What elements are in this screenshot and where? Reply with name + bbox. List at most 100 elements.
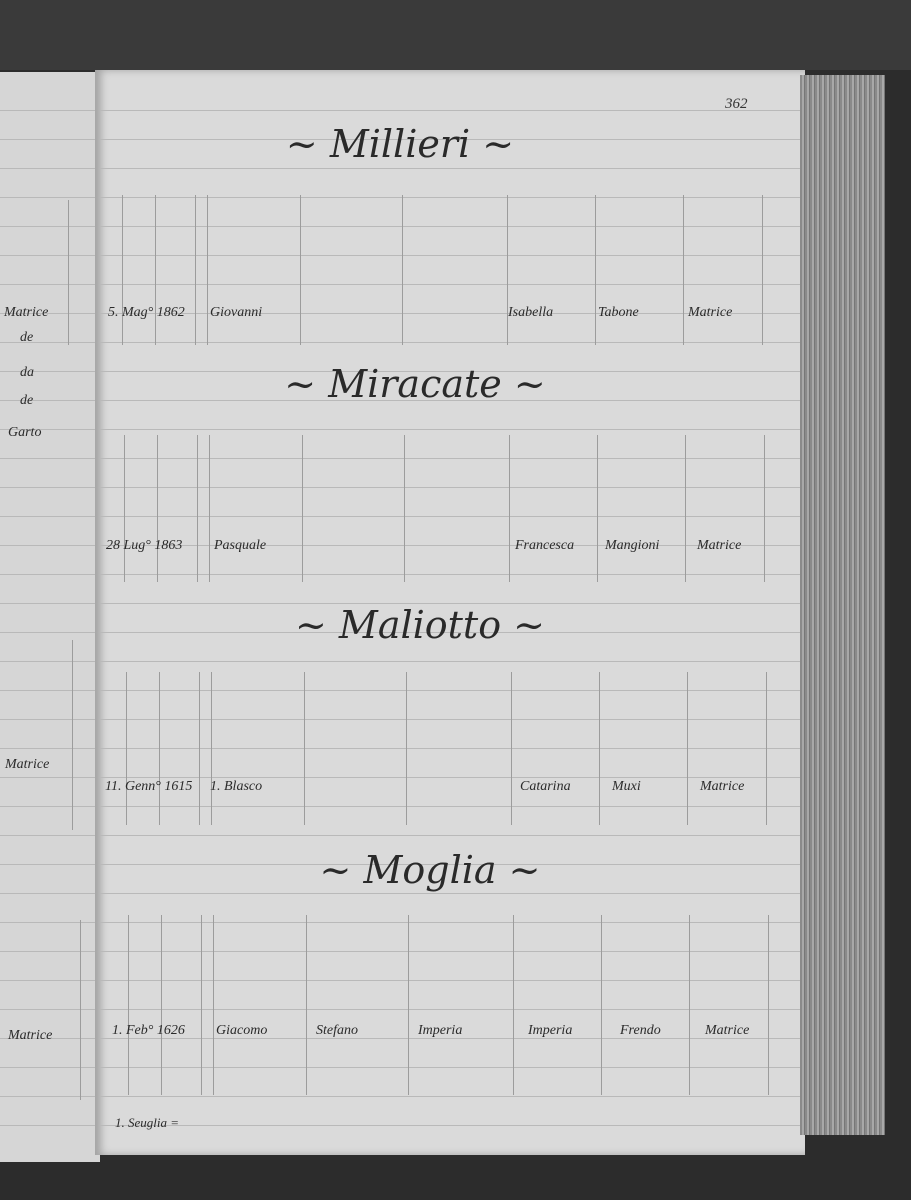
ruled-line — [0, 748, 95, 749]
ruled-line — [100, 516, 800, 517]
ruled-line — [100, 458, 800, 459]
ruled-line — [100, 284, 800, 285]
column-line — [402, 195, 403, 345]
column-line — [513, 915, 514, 1095]
ruled-line — [100, 690, 800, 691]
father-name: Stefano — [316, 1023, 358, 1038]
ruled-line — [100, 400, 800, 401]
surname-heading: ~ Moglia ~ — [319, 848, 541, 892]
ruled-line — [0, 864, 95, 865]
column-line — [68, 200, 69, 345]
column-line — [80, 920, 81, 1100]
column-line — [764, 435, 765, 582]
entry-name: Pasquale — [214, 538, 267, 553]
column-line — [124, 435, 125, 582]
entry-date: 11. Genn° 1615 — [105, 779, 193, 794]
column-line — [595, 195, 596, 345]
ruled-line — [100, 632, 800, 633]
ruled-line — [100, 255, 800, 256]
entry-date: 1. Feb° 1626 — [112, 1023, 185, 1038]
ruled-line — [0, 545, 95, 546]
column-line — [597, 435, 598, 582]
ruled-line — [0, 1096, 95, 1097]
ruled-line — [100, 487, 800, 488]
left-entry: Matrice — [5, 757, 50, 772]
left-entry: Matrice — [8, 1028, 53, 1043]
ruled-line — [0, 313, 95, 314]
entry-date: 28 Lug° 1863 — [106, 538, 183, 553]
entry-date: 5. Mag° 1862 — [108, 305, 185, 320]
ruled-line — [100, 139, 800, 140]
column-line — [406, 672, 407, 825]
ruled-line — [0, 226, 95, 227]
mother-name: Imperia — [528, 1023, 573, 1038]
left-entry: de — [20, 393, 34, 408]
mother-surname: Muxi — [612, 779, 641, 794]
ruled-line — [100, 980, 800, 981]
ruled-line — [100, 835, 800, 836]
entry-name: Giacomo — [216, 1023, 268, 1038]
column-line — [683, 195, 684, 345]
ruled-line — [100, 922, 800, 923]
ruled-line — [0, 690, 95, 691]
scan-background — [0, 0, 911, 70]
mother-surname: Tabone — [598, 305, 639, 320]
column-line — [511, 672, 512, 825]
ruled-line — [100, 371, 800, 372]
left-entry: de — [20, 330, 34, 345]
ruled-line — [0, 1038, 95, 1039]
ruled-line — [100, 777, 800, 778]
column-line — [207, 195, 208, 345]
ruled-line — [100, 864, 800, 865]
ruled-line — [100, 951, 800, 952]
column-line — [72, 640, 73, 830]
ruled-line — [100, 806, 800, 807]
column-line — [128, 915, 129, 1095]
column-line — [408, 915, 409, 1095]
parish: Matrice — [697, 538, 742, 553]
left-entry: Matrice — [4, 305, 49, 320]
ruled-line — [0, 342, 95, 343]
mother-first: Imperia — [418, 1023, 463, 1038]
ruled-line — [100, 429, 800, 430]
column-line — [199, 672, 200, 825]
column-line — [209, 435, 210, 582]
ruled-line — [0, 284, 95, 285]
entry-name: Giovanni — [210, 305, 263, 320]
left-entry: da — [20, 365, 34, 380]
ruled-line — [100, 1125, 800, 1126]
left-entry: Garto — [8, 425, 42, 440]
ruled-line — [0, 1067, 95, 1068]
column-line — [509, 435, 510, 582]
column-line — [685, 435, 686, 582]
column-line — [213, 915, 214, 1095]
ruled-line — [0, 458, 95, 459]
ruled-line — [0, 922, 95, 923]
ruled-line — [100, 226, 800, 227]
column-line — [155, 195, 156, 345]
column-line — [211, 672, 212, 825]
footnote: 1. Seuglia = — [115, 1115, 180, 1130]
entry-name: 1. Blasco — [210, 779, 263, 794]
ruled-line — [100, 168, 800, 169]
mother-name: Francesca — [515, 538, 575, 553]
ruled-line — [100, 719, 800, 720]
mother-name: Catarina — [520, 779, 571, 794]
parish: Matrice — [705, 1023, 750, 1038]
ruled-line — [100, 603, 800, 604]
ruled-line — [0, 835, 95, 836]
mother-name: Isabella — [508, 305, 554, 320]
column-line — [159, 672, 160, 825]
book-page-edges — [800, 75, 885, 1135]
ruled-line — [100, 1038, 800, 1039]
parish: Matrice — [688, 305, 733, 320]
column-line — [122, 195, 123, 345]
column-line — [302, 435, 303, 582]
column-line — [161, 915, 162, 1095]
ruled-line — [0, 632, 95, 633]
column-line — [304, 672, 305, 825]
column-line — [404, 435, 405, 582]
ruled-line — [100, 110, 800, 111]
column-line — [599, 672, 600, 825]
surname-heading: ~ Miracate ~ — [284, 362, 546, 406]
